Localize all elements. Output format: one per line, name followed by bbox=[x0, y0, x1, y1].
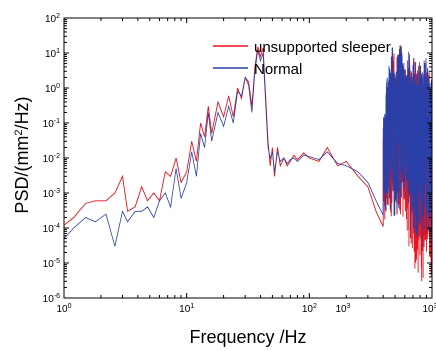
plot-lines bbox=[63, 44, 433, 282]
y-axis-title-base: PSD/(mm bbox=[12, 136, 32, 214]
y-tick-label: 100 bbox=[45, 83, 60, 95]
x-tick-label: 102 bbox=[302, 303, 317, 315]
y-tick-label: 10-6 bbox=[43, 293, 60, 305]
y-tick-label: 101 bbox=[45, 48, 60, 60]
x-tick-label: 101 bbox=[179, 303, 194, 315]
legend-label-unsupported-sleeper: unsupported sleeper bbox=[254, 39, 391, 56]
y-tick-label: 10-3 bbox=[43, 188, 60, 200]
x-tick-label: 100 bbox=[56, 303, 71, 315]
x-tick-label: 103 bbox=[422, 303, 436, 315]
y-tick-label: 10-1 bbox=[43, 118, 60, 130]
y-tick-label: 10-4 bbox=[43, 223, 60, 235]
y-tick-label: 102 bbox=[45, 13, 60, 25]
legend-label-normal: Normal bbox=[254, 61, 302, 78]
x-tick-label: 103 bbox=[335, 303, 350, 315]
x-axis-title: Frequency /Hz bbox=[189, 327, 306, 347]
tick-labels: 100 101 102 103 103 102 101 100 10-1 10-2 10-3 10-4… bbox=[43, 13, 436, 315]
legend: unsupported sleeper Normal bbox=[213, 39, 391, 78]
y-tick-label: 10-5 bbox=[43, 258, 60, 270]
axis-ticks bbox=[63, 18, 432, 299]
series-line-normal bbox=[63, 46, 433, 248]
y-axis-title: PSD/(mm2/Hz) bbox=[12, 96, 32, 213]
y-axis-title-tail: /Hz) bbox=[12, 96, 32, 129]
y-tick-label: 10-2 bbox=[43, 153, 60, 165]
y-axis-title-sup: 2 bbox=[13, 129, 25, 135]
